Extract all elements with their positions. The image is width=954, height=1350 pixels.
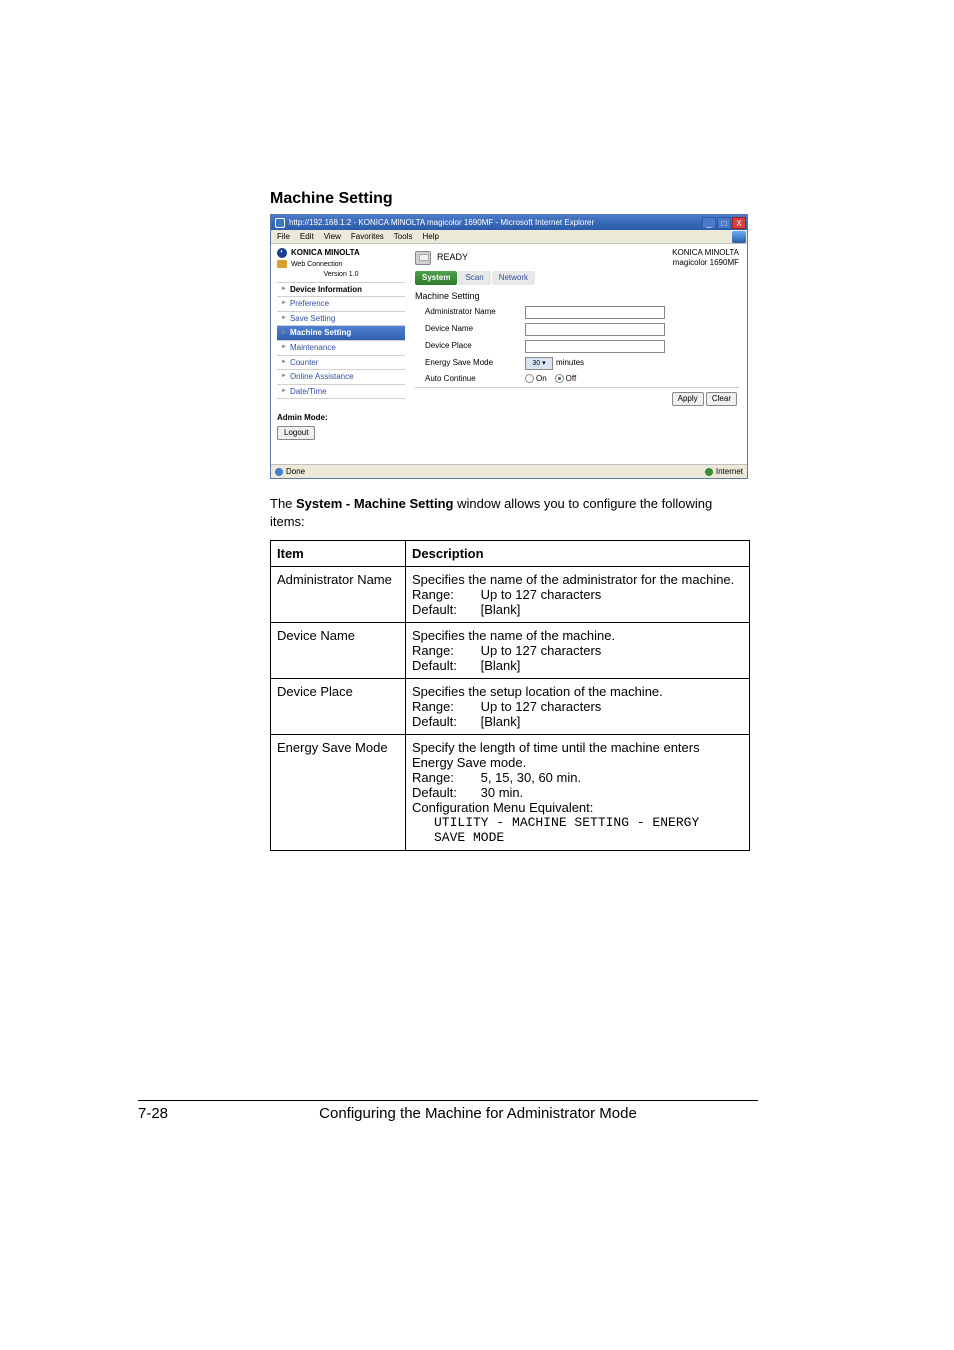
input-admin-name[interactable]: [525, 306, 665, 319]
menu-view[interactable]: View: [324, 232, 341, 242]
page-number: 7-28: [138, 1105, 198, 1122]
close-button[interactable]: X: [732, 217, 746, 229]
status-done-text: Done: [286, 467, 305, 477]
nav-online-assistance[interactable]: ►Online Assistance: [277, 369, 405, 384]
window-title: http://192.168.1.2 - KONICA MINOLTA magi…: [289, 218, 594, 228]
th-description: Description: [406, 541, 750, 567]
nav-machine-setting[interactable]: ►Machine Setting: [277, 325, 405, 340]
printer-icon: [415, 251, 431, 265]
label-minutes: minutes: [556, 358, 584, 368]
pagescope-text: Web Connection: [291, 261, 343, 268]
menu-file[interactable]: File: [277, 232, 290, 242]
cell-desc-energy-save: Specify the length of time until the mac…: [406, 735, 750, 851]
menu-edit[interactable]: Edit: [300, 232, 314, 242]
nav-save-setting[interactable]: ►Save Setting: [277, 311, 405, 326]
maximize-button[interactable]: □: [717, 217, 731, 229]
pagescope-icon: [277, 260, 287, 268]
browser-window: http://192.168.1.2 - KONICA MINOLTA magi…: [270, 214, 748, 479]
corp-info: KONICA MINOLTA magicolor 1690MF: [672, 248, 739, 267]
input-device-name[interactable]: [525, 323, 665, 336]
brand-dot-icon: ◐: [277, 248, 287, 258]
label-off: Off: [566, 374, 577, 384]
apply-button[interactable]: Apply: [672, 392, 704, 406]
menubar: File Edit View Favorites Tools Help: [271, 230, 747, 244]
label-energy-save: Energy Save Mode: [415, 358, 525, 368]
logout-button[interactable]: Logout: [277, 426, 315, 440]
done-icon: [275, 468, 283, 476]
intro-paragraph: The System - Machine Setting window allo…: [270, 495, 750, 530]
nav-date-time[interactable]: ►Date/Time: [277, 384, 405, 400]
tab-scan[interactable]: Scan: [458, 271, 490, 285]
status-ready: READY: [437, 252, 468, 263]
globe-icon: [705, 468, 713, 476]
minimize-button[interactable]: _: [702, 217, 716, 229]
description-table: Item Description Administrator Name Spec…: [270, 540, 750, 851]
brand-text: KONICA MINOLTA: [291, 248, 360, 258]
label-admin-name: Administrator Name: [415, 307, 525, 317]
radio-on[interactable]: [525, 374, 534, 383]
nav-maintenance[interactable]: ►Maintenance: [277, 340, 405, 355]
label-on: On: [536, 374, 547, 384]
footer-title: Configuring the Machine for Administrato…: [198, 1105, 758, 1122]
cell-item-admin-name: Administrator Name: [271, 567, 406, 623]
section-heading: Machine Setting: [270, 190, 750, 208]
status-internet-text: Internet: [716, 467, 743, 477]
admin-mode-label: Admin Mode:: [277, 413, 405, 423]
cell-item-device-place: Device Place: [271, 679, 406, 735]
brand: ◐ KONICA MINOLTA: [277, 248, 405, 258]
clear-button[interactable]: Clear: [706, 392, 737, 406]
ie-logo-icon: [732, 231, 746, 243]
titlebar: http://192.168.1.2 - KONICA MINOLTA magi…: [271, 215, 747, 230]
version-text: Version 1.0: [277, 271, 405, 279]
tab-system[interactable]: System: [415, 271, 457, 285]
nav-device-information[interactable]: ►Device Information: [277, 282, 405, 297]
menu-help[interactable]: Help: [422, 232, 438, 242]
radio-off[interactable]: [555, 374, 564, 383]
cell-desc-device-name: Specifies the name of the machine. Range…: [406, 623, 750, 679]
menu-tools[interactable]: Tools: [394, 232, 413, 242]
menu-favorites[interactable]: Favorites: [351, 232, 384, 242]
page-footer: 7-28 Configuring the Machine for Adminis…: [138, 1100, 758, 1122]
label-auto-continue: Auto Continue: [415, 374, 525, 384]
label-device-place: Device Place: [415, 341, 525, 351]
cell-desc-device-place: Specifies the setup location of the mach…: [406, 679, 750, 735]
nav-counter[interactable]: ►Counter: [277, 355, 405, 370]
th-item: Item: [271, 541, 406, 567]
cell-desc-admin-name: Specifies the name of the administrator …: [406, 567, 750, 623]
nav-preference[interactable]: ►Preference: [277, 296, 405, 311]
cell-item-device-name: Device Name: [271, 623, 406, 679]
pagescope: Web Connection: [277, 260, 405, 269]
ie-icon: [275, 218, 285, 228]
statusbar: Done Internet: [271, 464, 747, 478]
tab-network[interactable]: Network: [492, 271, 535, 285]
form-section-title: Machine Setting: [415, 291, 739, 302]
select-energy-save[interactable]: 30 ▾: [525, 357, 553, 370]
input-device-place[interactable]: [525, 340, 665, 353]
label-device-name: Device Name: [415, 324, 525, 334]
cell-item-energy-save: Energy Save Mode: [271, 735, 406, 851]
